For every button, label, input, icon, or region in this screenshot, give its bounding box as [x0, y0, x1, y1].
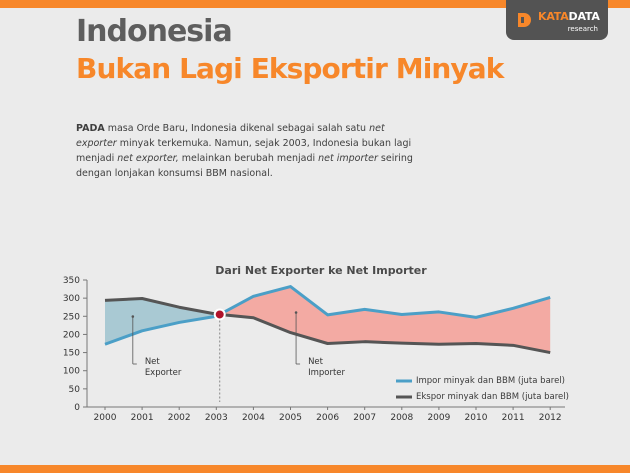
x-tick-label: 2005 [279, 413, 302, 423]
top-accent-bar [0, 0, 630, 8]
page-title: Indonesia [76, 14, 233, 49]
annotation-label: Net [145, 357, 161, 367]
import-series-line [104, 285, 551, 346]
x-tick-label: 2004 [242, 413, 265, 423]
x-tick-label: 2007 [353, 413, 376, 423]
y-tick-label: 200 [63, 330, 80, 340]
intro-text-2: minyak terkemuka. Namun, sejak 2003, Ind… [76, 138, 412, 164]
x-tick-label: 2000 [94, 413, 117, 423]
y-tick-label: 350 [63, 276, 80, 286]
page-subtitle: Bukan Lagi Eksportir Minyak [76, 52, 504, 85]
intro-text-3: melainkan berubah menjadi [178, 153, 319, 164]
annotation-label: Importer [308, 368, 345, 378]
x-tick-label: 2006 [316, 413, 339, 423]
katadata-logo: KATADATA research [506, 0, 608, 40]
x-tick-label: 2012 [539, 413, 562, 423]
bottom-accent-bar [0, 465, 630, 473]
y-tick-label: 250 [63, 312, 80, 322]
logo-wordmark: KATADATA [538, 10, 600, 23]
annotation-label: Exporter [145, 368, 182, 378]
intro-em-3: net importer [318, 153, 378, 164]
legend-import-label: Impor minyak dan BBM (juta barel) [416, 376, 565, 386]
export-series-line [104, 297, 551, 355]
x-tick-label: 2008 [390, 413, 413, 423]
legend-export-label: Ekspor minyak dan BBM (juta barel) [416, 392, 569, 402]
logo-name-b: DATA [568, 10, 600, 23]
x-tick-label: 2002 [168, 413, 191, 423]
annotation-dot [131, 315, 135, 318]
y-tick-label: 300 [63, 294, 80, 304]
x-tick-label: 2001 [131, 413, 154, 423]
annotation-dot [294, 311, 298, 314]
y-tick-label: 50 [69, 385, 81, 395]
logo-name-a: KATA [538, 10, 569, 23]
y-tick-label: 150 [63, 349, 80, 359]
intro-text-1: masa Orde Baru, Indonesia dikenal sebaga… [104, 123, 370, 134]
intro-lead: PADA [76, 123, 105, 134]
crossover-marker [213, 308, 226, 321]
y-tick-label: 0 [74, 403, 80, 413]
annotation-label: Net [308, 357, 324, 367]
x-tick-label: 2003 [205, 413, 228, 423]
x-tick-label: 2010 [465, 413, 488, 423]
intro-text-4: seiring dengan lonjakan konsumsi BBM nas… [76, 153, 413, 179]
katadata-logo-icon [518, 13, 531, 27]
y-tick-label: 100 [63, 367, 80, 377]
logo-subtitle: research [567, 25, 598, 33]
x-tick-label: 2011 [502, 413, 525, 423]
intro-paragraph: PADA masa Orde Baru, Indonesia dikenal s… [76, 121, 416, 181]
intro-em-2: net exporter, [117, 153, 179, 164]
chart-title: Dari Net Exporter ke Net Importer [215, 264, 427, 277]
intro-em-1: net exporter [76, 123, 385, 149]
x-tick-label: 2009 [427, 413, 450, 423]
